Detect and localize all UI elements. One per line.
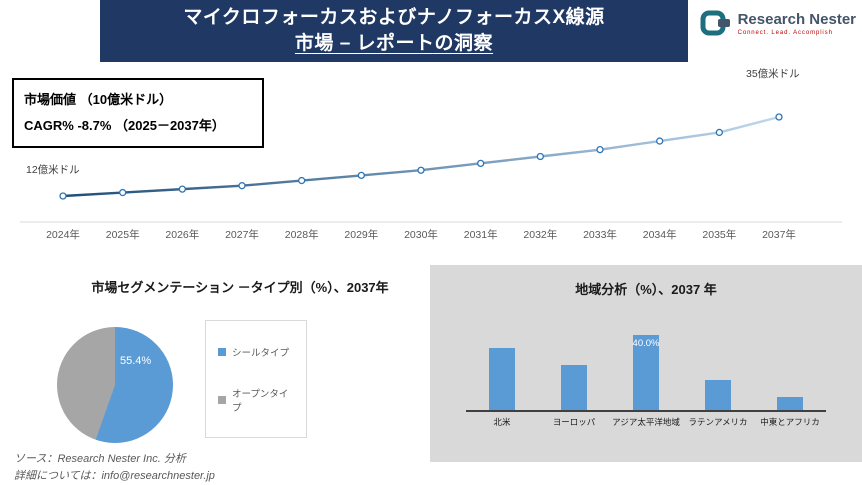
x-axis-label: 2035年	[702, 228, 736, 241]
line-point	[119, 188, 127, 197]
line-point	[59, 192, 67, 200]
x-axis-label: 2032年	[523, 228, 557, 241]
region-analysis-panel: 地域分析（%）、2037 年 40.0% 北米 ヨーロッパ アジア太平洋地域 ラテンア…	[430, 265, 862, 462]
line-start-value-label: 12億米ドル	[26, 164, 80, 176]
x-axis-label: 2037年	[762, 228, 796, 241]
logo-tagline: Connect. Lead. Accomplish	[737, 29, 833, 36]
region-bar-4	[705, 380, 731, 410]
cagr-label: CAGR% -8.7% （2025－2037年）	[24, 118, 225, 133]
bar-category-label: ヨーロッパ	[552, 417, 596, 427]
title-banner: マイクロフォーカスおよびナノフォーカスX線源 市場 – レポートの洞察	[100, 0, 688, 62]
bar-chart-axis	[466, 410, 826, 412]
line-point	[477, 159, 485, 168]
region-bar-3: 40.0%	[633, 335, 659, 410]
bar-category-label: 北米	[493, 417, 511, 427]
logo-name: Research Nester	[737, 10, 856, 28]
bar-column: 40.0%	[610, 325, 682, 410]
line-point	[536, 152, 544, 161]
pie-legend: シールタイプオープンタイプ	[205, 320, 307, 438]
x-axis-label: 2026年	[165, 228, 199, 241]
bar-column	[538, 325, 610, 410]
x-axis-label: 2031年	[464, 228, 498, 241]
report-title-line1: マイクロフォーカスおよびナノフォーカスX線源	[183, 7, 605, 28]
x-axis-label: 2024年	[46, 228, 80, 241]
market-value-label: 市場価値 （10億米ドル）	[24, 92, 173, 107]
line-point	[775, 113, 783, 121]
line-point	[238, 182, 246, 190]
region-bar-5	[777, 397, 803, 410]
region-bar-1	[489, 348, 515, 410]
pie-data-label: 55.4%	[120, 355, 152, 367]
line-point	[656, 137, 664, 145]
x-axis-label: 2033年	[583, 228, 617, 241]
region-bar-2	[561, 365, 587, 410]
line-point	[715, 128, 723, 137]
pie-chart-title: 市場セグメンテーション －タイプ別（%）、2037年	[91, 280, 389, 295]
legend-label: オープンタイプ	[232, 388, 289, 414]
market-line-chart: 2024年 2025年 2026年 2027年 2028年 2029年 2030年 2031年…	[20, 113, 842, 241]
source-line: ソース：Research Nester Inc. 分析	[14, 453, 186, 465]
legend-label: シールタイプ	[232, 347, 290, 359]
line-point	[178, 185, 186, 193]
line-end-value-label: 35億米ドル	[746, 68, 800, 80]
detail-line: 詳細については：info@researchnester.jp	[14, 469, 215, 482]
research-nester-logo: Research Nester Connect. Lead. Accomplis…	[699, 8, 856, 38]
line-point	[596, 145, 604, 154]
bar-category-label: 中東とアフリカ	[760, 417, 820, 427]
legend-swatch	[218, 395, 226, 404]
x-axis-label: 2025年	[106, 228, 140, 241]
line-point	[417, 166, 425, 174]
bar-category-label: ラテンアメリカ	[688, 417, 748, 427]
segment-pie-chart	[57, 327, 173, 443]
market-info-box: 市場価値 （10億米ドル） CAGR% -8.7% （2025－2037年）	[12, 78, 264, 148]
logo-icon	[700, 10, 730, 36]
legend-item: オープンタイプ	[218, 386, 294, 414]
legend-item: シールタイプ	[218, 345, 294, 359]
line-point	[298, 176, 306, 185]
x-axis-label: 2030年	[404, 228, 438, 241]
x-axis-label: 2028年	[285, 228, 319, 241]
region-bar-chart: 40.0%	[466, 325, 826, 410]
bar-category-labels: 北米 ヨーロッパ アジア太平洋地域 ラテンアメリカ 中東とアフリカ	[466, 416, 826, 428]
legend-swatch	[218, 347, 226, 356]
x-axis-label: 2027年	[225, 228, 259, 241]
bar-column	[682, 325, 754, 410]
bar-column	[466, 325, 538, 410]
bar-category-label: アジア太平洋地域	[612, 417, 680, 427]
region-chart-title: 地域分析（%）、2037 年	[575, 282, 717, 297]
line-point	[357, 171, 365, 180]
footer: ソース：Research Nester Inc. 分析 詳細については：info…	[14, 451, 215, 484]
bar-value-label: 40.0%	[632, 338, 660, 349]
report-title-line2: 市場 – レポートの洞察	[294, 33, 494, 54]
x-axis-label: 2034年	[643, 228, 677, 241]
bar-column	[754, 325, 826, 410]
x-axis-label: 2029年	[344, 228, 378, 241]
